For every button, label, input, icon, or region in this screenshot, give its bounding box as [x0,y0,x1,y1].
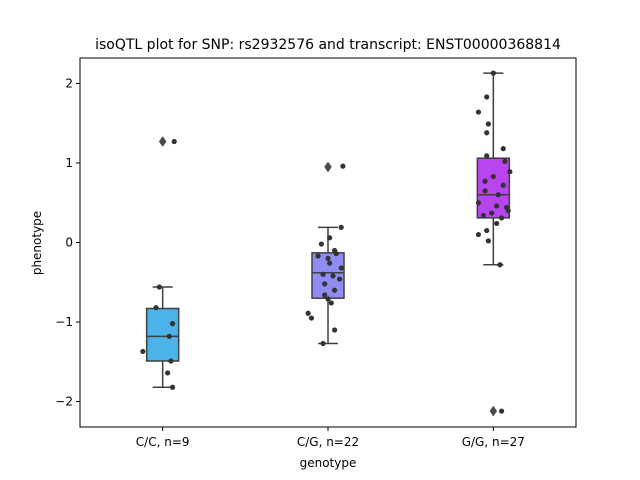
y-tick-label: 2 [65,76,73,90]
data-point [507,169,513,175]
data-point [500,146,506,152]
box-group [140,136,180,390]
data-point [484,153,490,159]
data-point [315,253,321,259]
y-tick-label: −1 [55,315,73,329]
data-point [336,276,343,282]
y-tick-label: −2 [55,395,73,409]
data-point [480,212,487,219]
data-point [332,327,338,333]
data-point [485,238,491,244]
data-point [156,284,162,290]
data-point [165,370,171,376]
data-point [475,109,482,115]
data-point [475,231,482,238]
x-tick-label: C/C, n=9 [136,435,190,449]
data-point [327,260,333,266]
data-point [140,348,146,355]
data-point [484,130,490,136]
outlier-marker [324,161,332,173]
data-point [490,70,496,76]
data-point [497,262,503,268]
data-point [171,138,177,145]
data-point [494,220,500,227]
chart-title: isoQTL plot for SNP: rs2932576 and trans… [95,37,561,53]
data-point [482,178,488,184]
data-point [322,292,328,298]
outlier-marker [158,136,167,147]
outlier-marker [489,405,498,417]
data-point [166,333,172,339]
data-point [327,235,333,241]
data-point [332,287,338,293]
data-point [322,281,328,287]
data-point [482,188,488,194]
data-point [499,215,505,221]
x-tick-label: G/G, n=27 [462,435,525,449]
data-point [325,296,331,302]
data-point [168,358,174,364]
box-group [305,161,346,347]
data-point [318,241,324,247]
data-point [320,271,326,277]
y-axis-label: phenotype [30,211,44,275]
data-point [338,265,344,271]
data-point [494,203,500,209]
data-point [484,94,490,100]
data-point [305,310,311,316]
data-point [325,255,331,262]
y-tick-label: 0 [65,236,73,250]
data-point [490,173,496,180]
data-point [320,340,326,347]
data-point [340,163,346,169]
data-point [500,182,506,188]
data-point [308,315,315,321]
plot-area [140,70,513,417]
data-point [153,305,159,311]
data-point [169,321,176,327]
data-point [485,121,491,127]
data-point [475,200,482,206]
data-point [489,210,495,216]
x-axis: C/C, n=9 C/G, n=22 G/G, n=27 [136,427,525,449]
data-point [169,384,176,390]
data-point [333,251,339,257]
y-tick-label: 1 [65,156,73,170]
data-point [502,158,508,164]
y-axis: −2 −1 0 1 2 [55,76,80,409]
data-point [505,208,511,214]
data-point [338,224,344,230]
x-axis-label: genotype [300,456,357,470]
data-point [484,227,490,234]
data-point [330,273,336,279]
data-point [495,192,501,198]
box [145,307,180,362]
data-point [328,300,334,306]
box-group [475,70,513,417]
data-point [499,408,505,414]
x-tick-label: C/G, n=22 [297,435,359,449]
